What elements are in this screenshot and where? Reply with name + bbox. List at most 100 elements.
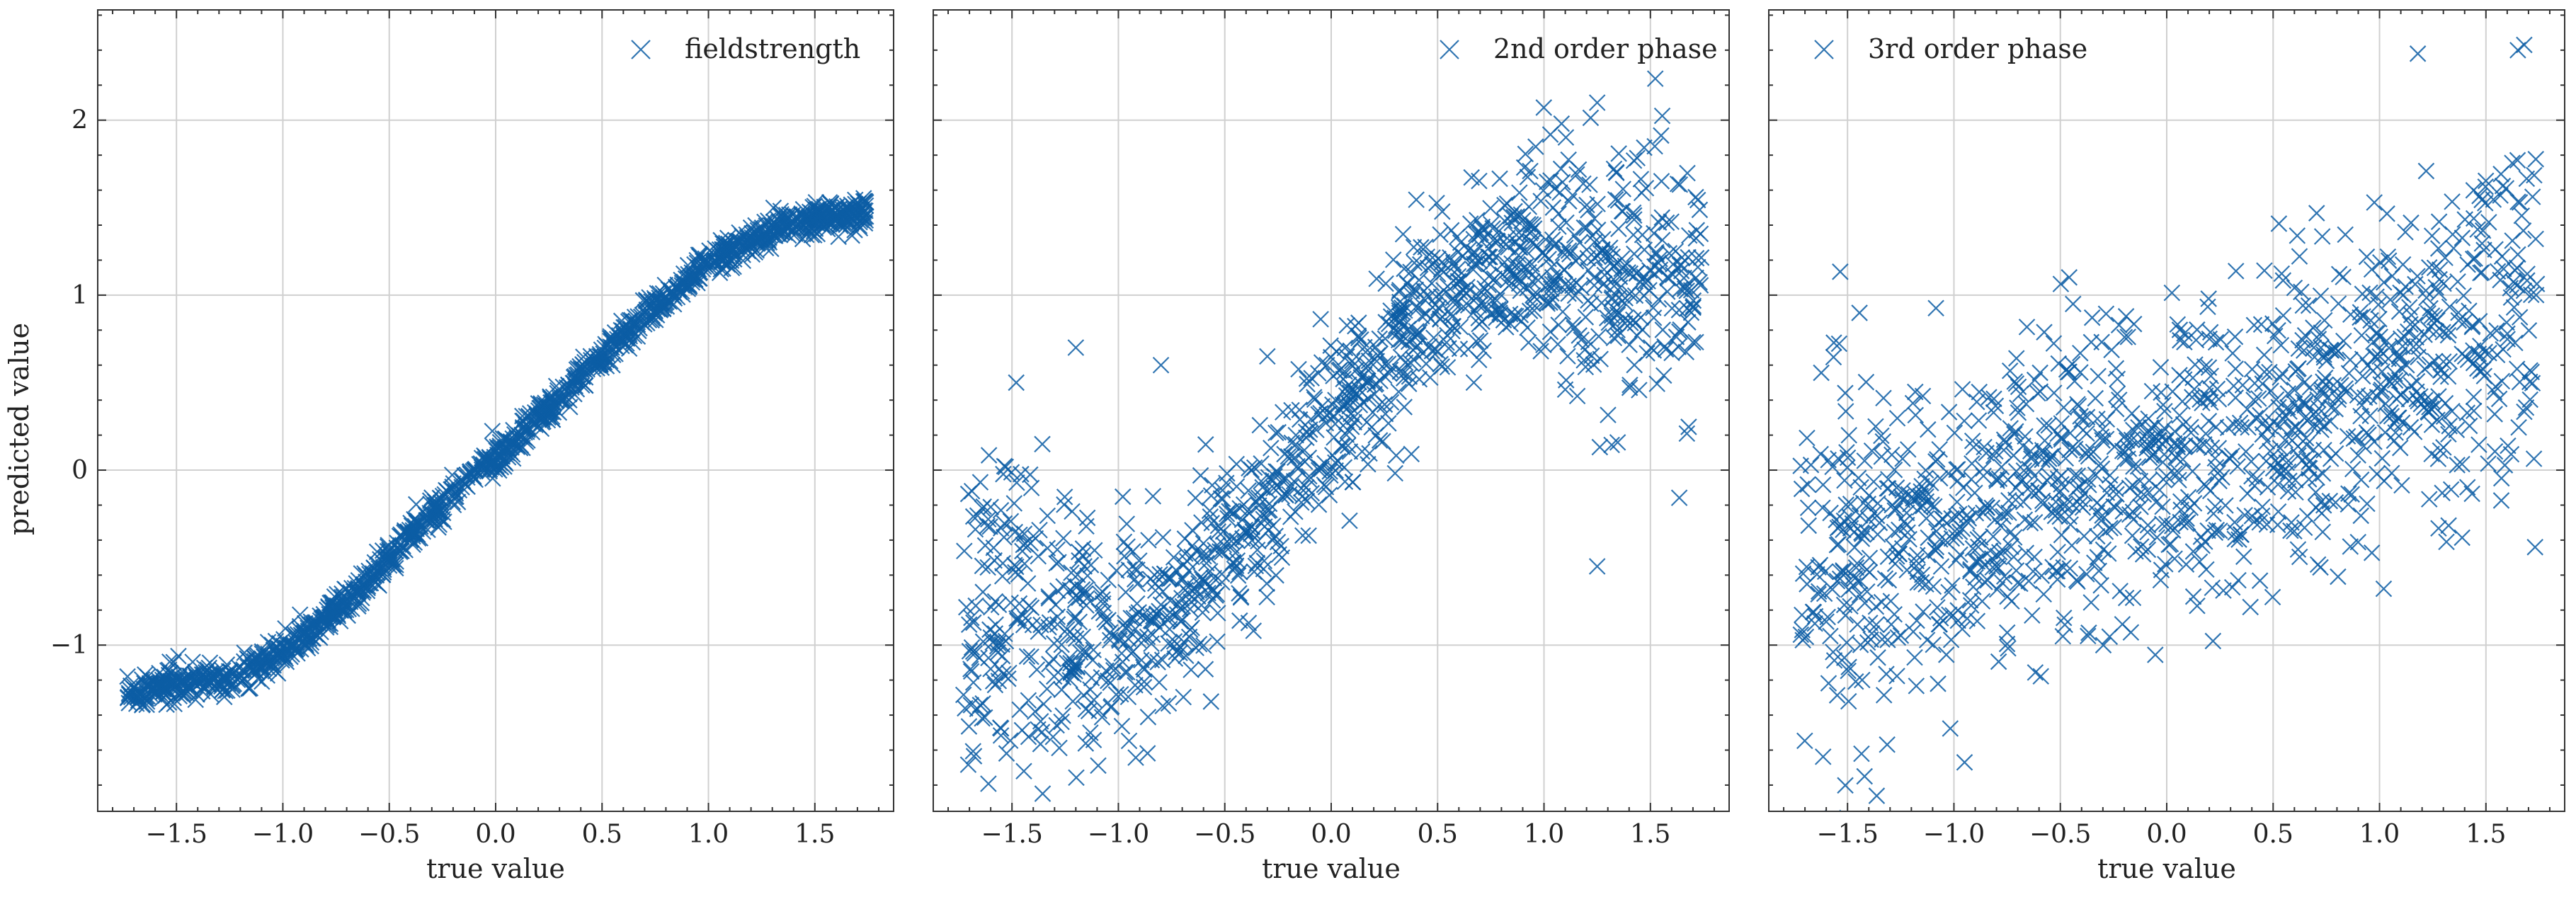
data-point [1915, 388, 1931, 404]
data-point [2525, 189, 2541, 205]
data-point [1022, 467, 1038, 482]
data-point [1144, 652, 1159, 668]
data-point [1299, 493, 1314, 509]
data-point [2510, 152, 2526, 168]
y-axis-label: predicted value [4, 323, 35, 535]
data-point [1008, 375, 1024, 390]
data-point [1590, 559, 1605, 574]
data-point [2332, 266, 2347, 282]
data-point [977, 709, 993, 725]
data-point [1887, 503, 1903, 518]
data-point [1857, 595, 1873, 611]
data-point [1122, 733, 1137, 749]
data-point [2514, 208, 2529, 224]
data-point [1396, 261, 1412, 277]
x-tick-label: 1.5 [794, 820, 835, 849]
data-point [2116, 452, 2132, 467]
data-point [1268, 425, 1284, 441]
legend: 2nd order phase [1440, 33, 1718, 64]
data-point [1600, 407, 1616, 423]
data-point [1003, 595, 1018, 610]
data-point [2095, 542, 2111, 557]
data-point [967, 522, 983, 537]
data-point [2152, 482, 2167, 498]
data-point [1944, 578, 1960, 593]
data-point [1969, 394, 1985, 410]
data-point [1857, 769, 1872, 784]
data-point [1622, 377, 1638, 393]
data-point [1857, 453, 1872, 469]
data-point [1035, 786, 1051, 801]
data-point [1837, 777, 1853, 793]
data-point [1971, 539, 1986, 555]
data-point [1492, 171, 1508, 186]
data-point [2102, 629, 2117, 644]
data-point [2362, 408, 2378, 423]
data-point [1209, 634, 1225, 649]
data-point [2444, 194, 2460, 210]
data-point [2201, 291, 2216, 307]
data-point [2291, 248, 2307, 264]
data-point [995, 569, 1010, 584]
data-point [1032, 522, 1047, 538]
data-point [1023, 649, 1039, 665]
x-tick-label: 0.0 [1311, 820, 1351, 849]
data-point [1626, 227, 1641, 243]
data-point [2517, 37, 2532, 52]
data-point [2337, 227, 2353, 242]
data-point [1547, 181, 1563, 197]
data-point [1039, 508, 1055, 524]
data-point [1876, 687, 1892, 703]
data-point [1019, 649, 1035, 664]
data-point [2067, 373, 2082, 389]
x-tick-label: 1.0 [2359, 820, 2400, 849]
x-tick-label: 1.0 [1524, 820, 1564, 849]
data-point [2341, 486, 2356, 501]
data-point [2395, 415, 2410, 430]
data-point [2399, 358, 2415, 373]
data-point [2382, 375, 2398, 390]
data-point [1944, 510, 1959, 526]
data-point [1852, 305, 1867, 321]
data-point [2098, 524, 2114, 539]
data-point [2441, 518, 2456, 533]
data-point [2511, 420, 2526, 435]
data-point [2512, 309, 2528, 325]
data-point [1521, 335, 1537, 350]
data-point [1345, 474, 1360, 490]
data-point [1035, 436, 1050, 452]
data-point [1909, 613, 1925, 629]
data-point [2273, 338, 2289, 353]
data-point [1284, 402, 1299, 418]
data-point [2466, 183, 2481, 198]
data-point [1799, 430, 1815, 446]
data-point [1884, 447, 1900, 462]
data-point [1939, 647, 1954, 663]
data-point [1586, 278, 1602, 293]
data-point [1908, 407, 1923, 423]
x-tick-label: −0.5 [2029, 820, 2091, 849]
scatter-points [1793, 37, 2545, 825]
data-point [1470, 288, 1486, 304]
data-point [1876, 390, 1891, 406]
scatter-points [120, 190, 874, 713]
data-point [1229, 479, 1245, 494]
data-point [1890, 411, 1905, 426]
data-point [1145, 627, 1161, 642]
data-point [1656, 367, 1672, 383]
data-point [1955, 382, 1971, 397]
data-point [2364, 545, 2380, 561]
data-point [2073, 365, 2088, 380]
data-point [1351, 315, 1367, 331]
data-point [1870, 650, 1886, 665]
data-point [1210, 605, 1226, 621]
x-tick-label: 1.5 [2466, 820, 2506, 849]
data-point [1483, 200, 1498, 216]
data-point [2085, 310, 2100, 326]
data-point [1472, 283, 1488, 299]
data-point [2065, 296, 2081, 312]
data-point [1879, 666, 1894, 682]
data-point [1692, 275, 1707, 290]
data-point [1041, 589, 1056, 605]
data-point [1670, 339, 1686, 355]
